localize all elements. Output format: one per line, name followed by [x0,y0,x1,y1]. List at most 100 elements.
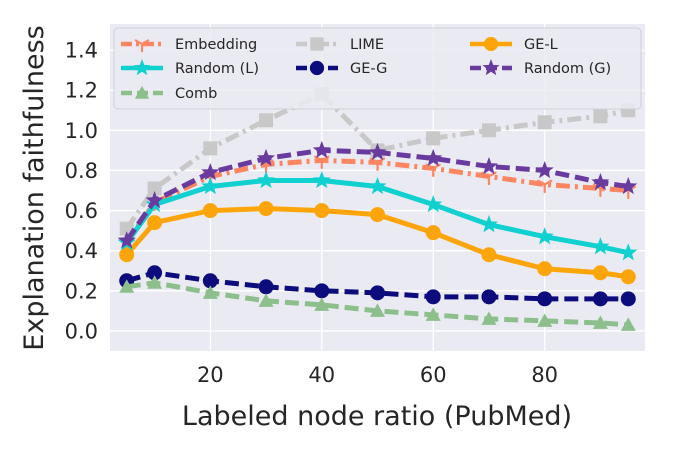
data-point [593,109,608,124]
y-axis-label: Explanation faithfulness [19,25,50,350]
data-point [258,201,274,217]
data-point [535,227,554,245]
legend-item: Random (L) [121,58,259,77]
legend-label: Comb [175,86,217,102]
legend-marker [134,85,150,99]
data-point [370,207,385,223]
legend-item: Embedding [121,37,257,53]
data-point [312,170,331,189]
data-point [481,289,497,305]
data-point [369,157,386,172]
y-tick-label: 0.6 [65,199,98,223]
y-tick-label: 0.0 [65,319,98,343]
legend-item: Random (G) [470,58,611,77]
legend-label: Embedding [175,37,257,53]
data-point [370,285,385,301]
data-point [535,160,554,179]
legend-label: LIME [350,37,384,53]
legend-label: GE-G [350,61,387,77]
legend-item: GE-L [470,36,558,53]
y-tick-label: 1.0 [65,119,98,143]
legend-frame [113,27,642,110]
data-point [202,285,218,299]
series-random-g [117,140,638,249]
data-point [425,289,441,305]
legend-label: Random (G) [524,61,611,77]
x-axis-label: Labeled node ratio (PubMed) [182,401,572,432]
data-point [537,115,552,130]
data-point [481,311,497,325]
data-point [481,247,497,263]
series-group [117,87,638,331]
data-point [258,293,274,307]
data-point [203,141,218,156]
data-point [314,297,330,311]
data-point [591,237,610,255]
data-point [147,275,163,289]
data-point [537,261,553,277]
legend: Embedding LIME GE-L Random (L) GE-G Random (G… [113,27,642,110]
y-tick-label: 1.2 [65,79,98,103]
data-point [479,215,498,233]
data-point [257,148,276,167]
data-point [119,247,135,263]
data-point [424,148,443,167]
series-comb [119,275,636,331]
legend-marker [134,39,150,53]
data-point [537,313,553,327]
data-point [425,225,441,241]
data-point [202,273,218,289]
data-point [201,162,220,181]
data-point [202,203,218,219]
data-point [620,269,636,285]
legend-marker [482,58,500,76]
data-point [370,303,385,317]
series-line [124,91,629,231]
legend-marker [133,58,151,76]
series-ge-g [119,265,636,307]
data-point [258,279,274,295]
y-tick-label: 0.4 [65,239,98,263]
legend-item: Comb [121,85,217,102]
x-tick-label: 60 [420,363,447,387]
data-point [620,291,636,307]
legend-label: Random (L) [175,61,259,77]
y-tick-label: 0.2 [65,279,98,303]
data-point [117,231,136,249]
data-point [619,243,638,261]
data-point [147,215,163,231]
data-point [537,291,553,307]
data-point [314,155,330,170]
legend-item: GE-G [296,60,387,77]
legend-marker [483,36,499,52]
series-ge-l [119,201,636,285]
x-tick-label: 40 [308,363,335,387]
legend-marker [310,37,324,51]
data-point [424,195,443,213]
data-point [620,317,636,331]
legend-label: GE-L [524,37,558,53]
data-point [368,177,387,195]
y-tick-label: 0.8 [65,159,98,183]
data-point [481,123,496,138]
data-point [592,291,608,307]
data-point [537,179,553,194]
data-point [119,279,135,293]
data-point [425,307,441,321]
data-point [314,283,330,299]
data-point [619,177,638,195]
data-point [147,265,163,281]
data-point [201,177,220,195]
x-tick-label: 80 [531,363,558,387]
data-point [479,156,498,175]
tick-labels: 0.0 0.2 0.4 0.6 0.8 1.0 1.2 1.4 20 40 60 80 [65,39,558,387]
data-point [259,113,274,128]
data-point [426,131,441,146]
legend-item: LIME [296,37,384,53]
data-point [425,163,441,178]
data-point [592,265,608,281]
legend-marker [309,60,325,76]
x-tick-label: 20 [197,363,224,387]
data-point [312,140,331,159]
